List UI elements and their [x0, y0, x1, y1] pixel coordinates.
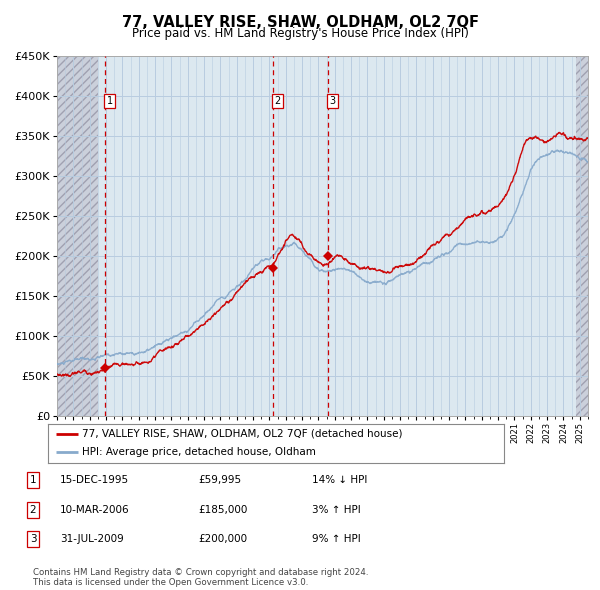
Text: 3: 3 — [29, 535, 37, 544]
Text: 3% ↑ HPI: 3% ↑ HPI — [312, 505, 361, 514]
Text: 1: 1 — [107, 96, 113, 106]
Text: 31-JUL-2009: 31-JUL-2009 — [60, 535, 124, 544]
Text: 2: 2 — [29, 505, 37, 514]
Text: 77, VALLEY RISE, SHAW, OLDHAM, OL2 7QF: 77, VALLEY RISE, SHAW, OLDHAM, OL2 7QF — [121, 15, 479, 30]
Text: 1: 1 — [29, 476, 37, 485]
Text: 9% ↑ HPI: 9% ↑ HPI — [312, 535, 361, 544]
Text: 77, VALLEY RISE, SHAW, OLDHAM, OL2 7QF (detached house): 77, VALLEY RISE, SHAW, OLDHAM, OL2 7QF (… — [82, 428, 403, 438]
Text: 14% ↓ HPI: 14% ↓ HPI — [312, 476, 367, 485]
Text: £185,000: £185,000 — [198, 505, 247, 514]
Text: £200,000: £200,000 — [198, 535, 247, 544]
Text: 2: 2 — [274, 96, 280, 106]
Text: Contains HM Land Registry data © Crown copyright and database right 2024.
This d: Contains HM Land Registry data © Crown c… — [33, 568, 368, 587]
Text: £59,995: £59,995 — [198, 476, 241, 485]
Text: 15-DEC-1995: 15-DEC-1995 — [60, 476, 129, 485]
Text: HPI: Average price, detached house, Oldham: HPI: Average price, detached house, Oldh… — [82, 447, 316, 457]
Text: 10-MAR-2006: 10-MAR-2006 — [60, 505, 130, 514]
Text: Price paid vs. HM Land Registry's House Price Index (HPI): Price paid vs. HM Land Registry's House … — [131, 27, 469, 40]
Text: 3: 3 — [329, 96, 335, 106]
